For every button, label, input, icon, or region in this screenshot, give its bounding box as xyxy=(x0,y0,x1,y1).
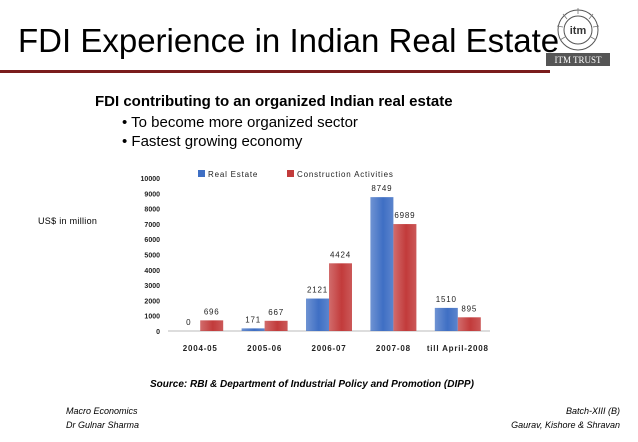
footer-left: Macro Economics Dr Gulnar Sharma xyxy=(66,404,139,432)
itm-trust-logo: itm ITM TRUST xyxy=(546,8,610,66)
data-label: 895 xyxy=(461,304,477,313)
x-tick-label: 2004-05 xyxy=(183,344,218,353)
y-tick-label: 3000 xyxy=(144,283,160,290)
y-tick-label: 6000 xyxy=(144,237,160,244)
data-label: 2121 xyxy=(307,286,328,295)
bar-construction xyxy=(200,320,224,331)
bullet-item: • Fastest growing economy xyxy=(122,133,303,150)
bullet-list: • To become more organized sector • Fast… xyxy=(122,113,358,151)
bar-real-estate xyxy=(434,307,458,331)
data-label: 171 xyxy=(245,315,261,324)
bar-real-estate xyxy=(370,197,394,331)
bullet-item: • To become more organized sector xyxy=(122,114,358,131)
y-tick-label: 10000 xyxy=(141,176,161,183)
logo-text: ITM TRUST xyxy=(554,55,602,65)
legend-swatch xyxy=(198,170,205,177)
data-label: 6989 xyxy=(394,211,415,220)
footer-authors: Gaurav, Kishore & Shravan xyxy=(511,420,620,430)
y-tick-label: 4000 xyxy=(144,268,160,275)
title-rule xyxy=(0,70,550,73)
data-label: 8749 xyxy=(371,184,392,193)
data-label: 4424 xyxy=(330,250,351,259)
bar-construction xyxy=(457,317,481,331)
bar-real-estate xyxy=(241,328,265,331)
logo-mark-text: itm xyxy=(570,25,587,37)
slide-title: FDI Experience in Indian Real Estate xyxy=(18,22,560,59)
footer-course: Macro Economics xyxy=(66,406,138,416)
y-tick-label: 1000 xyxy=(144,314,160,321)
y-tick-label: 9000 xyxy=(144,191,160,198)
y-tick-label: 8000 xyxy=(144,207,160,214)
x-tick-label: 2007-08 xyxy=(376,344,411,353)
data-label: 696 xyxy=(204,307,220,316)
y-tick-label: 7000 xyxy=(144,222,160,229)
footer-right: Batch-XIII (B) Gaurav, Kishore & Shravan xyxy=(511,404,620,432)
data-label: 1510 xyxy=(436,295,457,304)
bar-construction xyxy=(393,224,417,331)
footer-batch: Batch-XIII (B) xyxy=(565,406,620,416)
bar-construction xyxy=(329,263,352,331)
legend-swatch xyxy=(287,170,294,177)
bar-real-estate xyxy=(306,298,329,331)
y-axis-unit-label: US$ in million xyxy=(38,216,98,226)
y-tick-label: 0 xyxy=(156,329,160,336)
data-label: 667 xyxy=(268,308,284,317)
x-tick-label: till April-2008 xyxy=(427,344,489,353)
data-label: 0 xyxy=(186,318,191,327)
x-tick-label: 2006-07 xyxy=(312,344,347,353)
slide-subtitle: FDI contributing to an organized Indian … xyxy=(95,93,453,110)
legend-label: Real Estate xyxy=(208,170,258,179)
source-note: Source: RBI & Department of Industrial P… xyxy=(150,379,474,390)
footer-instructor: Dr Gulnar Sharma xyxy=(66,420,140,430)
y-tick-label: 2000 xyxy=(144,298,160,305)
x-tick-label: 2005-06 xyxy=(247,344,282,353)
bar-construction xyxy=(264,320,288,331)
legend-label: Construction Activities xyxy=(297,170,394,179)
y-tick-label: 5000 xyxy=(144,253,160,260)
